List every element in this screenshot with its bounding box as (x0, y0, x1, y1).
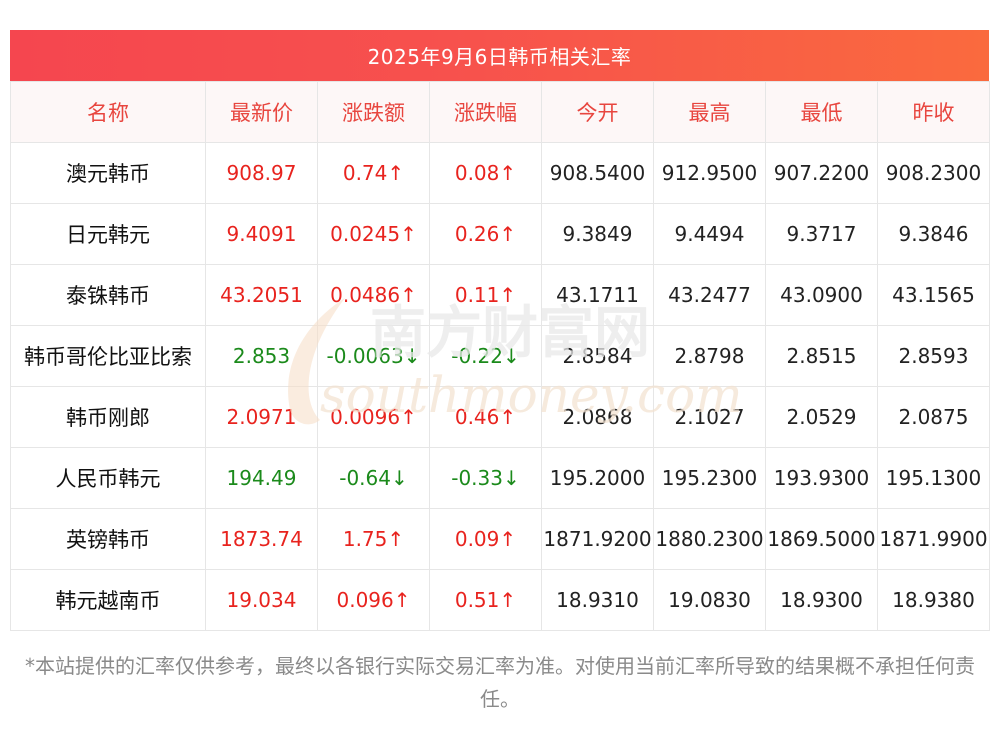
cell-open: 9.3849 (541, 203, 654, 265)
table-row: 韩元越南币 19.034 0.096↑ 0.51↑ 18.9310 19.0830 18.9… (10, 569, 990, 631)
table-row: 英镑韩币 1873.74 1.75↑ 0.09↑ 1871.9200 1880.2300 1… (10, 508, 990, 570)
cell-low: 2.0529 (765, 386, 878, 448)
cell-low: 18.9300 (765, 569, 878, 631)
cell-prev-close: 18.9380 (877, 569, 990, 631)
cell-change-pct: 0.46↑ (429, 386, 542, 448)
column-header-low: 最低 (765, 81, 878, 143)
cell-open: 2.0868 (541, 386, 654, 448)
cell-name: 韩币哥伦比亚比索 (10, 325, 206, 387)
cell-name: 韩币刚郎 (10, 386, 206, 448)
cell-latest: 43.2051 (205, 264, 318, 326)
cell-high: 2.1027 (653, 386, 766, 448)
cell-latest: 908.97 (205, 142, 318, 204)
cell-high: 19.0830 (653, 569, 766, 631)
cell-low: 2.8515 (765, 325, 878, 387)
cell-name: 韩元越南币 (10, 569, 206, 631)
cell-open: 195.2000 (541, 447, 654, 509)
cell-latest: 194.49 (205, 447, 318, 509)
column-header-open: 今开 (541, 81, 654, 143)
cell-name: 日元韩元 (10, 203, 206, 265)
cell-prev-close: 908.2300 (877, 142, 990, 204)
cell-change-pct: 0.26↑ (429, 203, 542, 265)
cell-open: 1871.9200 (541, 508, 654, 570)
cell-prev-close: 1871.9900 (877, 508, 990, 570)
column-header-prev-close: 昨收 (877, 81, 990, 143)
cell-name: 澳元韩币 (10, 142, 206, 204)
cell-prev-close: 9.3846 (877, 203, 990, 265)
table-row: 日元韩元 9.4091 0.0245↑ 0.26↑ 9.3849 9.4494 9.3717… (10, 203, 990, 265)
cell-name: 英镑韩币 (10, 508, 206, 570)
cell-name: 人民币韩元 (10, 447, 206, 509)
cell-low: 1869.5000 (765, 508, 878, 570)
cell-change: -0.64↓ (317, 447, 430, 509)
cell-change-pct: -0.33↓ (429, 447, 542, 509)
table-row: 韩币哥伦比亚比索 2.853 -0.0063↓ -0.22↓ 2.8584 2.8798 2… (10, 325, 990, 387)
cell-change: 0.0245↑ (317, 203, 430, 265)
cell-change-pct: 0.09↑ (429, 508, 542, 570)
column-header-high: 最高 (653, 81, 766, 143)
cell-high: 43.2477 (653, 264, 766, 326)
exchange-rate-table: 名称 最新价 涨跌额 涨跌幅 今开 最高 最低 昨收 澳元韩币 908.97 0.7… (10, 81, 990, 631)
cell-low: 43.0900 (765, 264, 878, 326)
cell-change: 0.0096↑ (317, 386, 430, 448)
cell-high: 195.2300 (653, 447, 766, 509)
column-header-change: 涨跌额 (317, 81, 430, 143)
rates-panel: 2025年9月6日韩币相关汇率 名称 最新价 涨跌额 涨跌幅 今开 最高 最低 … (10, 30, 990, 631)
column-header-change-pct: 涨跌幅 (429, 81, 542, 143)
cell-high: 1880.2300 (653, 508, 766, 570)
cell-open: 2.8584 (541, 325, 654, 387)
table-row: 泰铢韩币 43.2051 0.0486↑ 0.11↑ 43.1711 43.2477 43.… (10, 264, 990, 326)
cell-latest: 9.4091 (205, 203, 318, 265)
cell-change-pct: -0.22↓ (429, 325, 542, 387)
cell-open: 908.5400 (541, 142, 654, 204)
cell-low: 193.9300 (765, 447, 878, 509)
cell-change: 0.096↑ (317, 569, 430, 631)
cell-latest: 1873.74 (205, 508, 318, 570)
cell-latest: 2.853 (205, 325, 318, 387)
table-row: 人民币韩元 194.49 -0.64↓ -0.33↓ 195.2000 195.2300 1… (10, 447, 990, 509)
cell-change: -0.0063↓ (317, 325, 430, 387)
cell-change: 1.75↑ (317, 508, 430, 570)
cell-prev-close: 43.1565 (877, 264, 990, 326)
cell-high: 9.4494 (653, 203, 766, 265)
cell-change: 0.0486↑ (317, 264, 430, 326)
column-header-name: 名称 (10, 81, 206, 143)
cell-change: 0.74↑ (317, 142, 430, 204)
cell-prev-close: 2.8593 (877, 325, 990, 387)
column-header-latest: 最新价 (205, 81, 318, 143)
cell-change-pct: 0.08↑ (429, 142, 542, 204)
cell-prev-close: 2.0875 (877, 386, 990, 448)
cell-high: 912.9500 (653, 142, 766, 204)
cell-low: 907.2200 (765, 142, 878, 204)
cell-latest: 19.034 (205, 569, 318, 631)
table-row: 韩币刚郎 2.0971 0.0096↑ 0.46↑ 2.0868 2.1027 2.0529… (10, 386, 990, 448)
cell-name: 泰铢韩币 (10, 264, 206, 326)
cell-change-pct: 0.11↑ (429, 264, 542, 326)
cell-prev-close: 195.1300 (877, 447, 990, 509)
table-row: 澳元韩币 908.97 0.74↑ 0.08↑ 908.5400 912.9500 907.… (10, 142, 990, 204)
cell-latest: 2.0971 (205, 386, 318, 448)
cell-low: 9.3717 (765, 203, 878, 265)
table-header-row: 名称 最新价 涨跌额 涨跌幅 今开 最高 最低 昨收 (10, 81, 990, 143)
cell-open: 18.9310 (541, 569, 654, 631)
cell-high: 2.8798 (653, 325, 766, 387)
disclaimer-note: *本站提供的汇率仅供参考，最终以各银行实际交易汇率为准。对使用当前汇率所导致的结… (25, 654, 975, 711)
cell-open: 43.1711 (541, 264, 654, 326)
cell-change-pct: 0.51↑ (429, 569, 542, 631)
table-title: 2025年9月6日韩币相关汇率 (10, 30, 989, 81)
